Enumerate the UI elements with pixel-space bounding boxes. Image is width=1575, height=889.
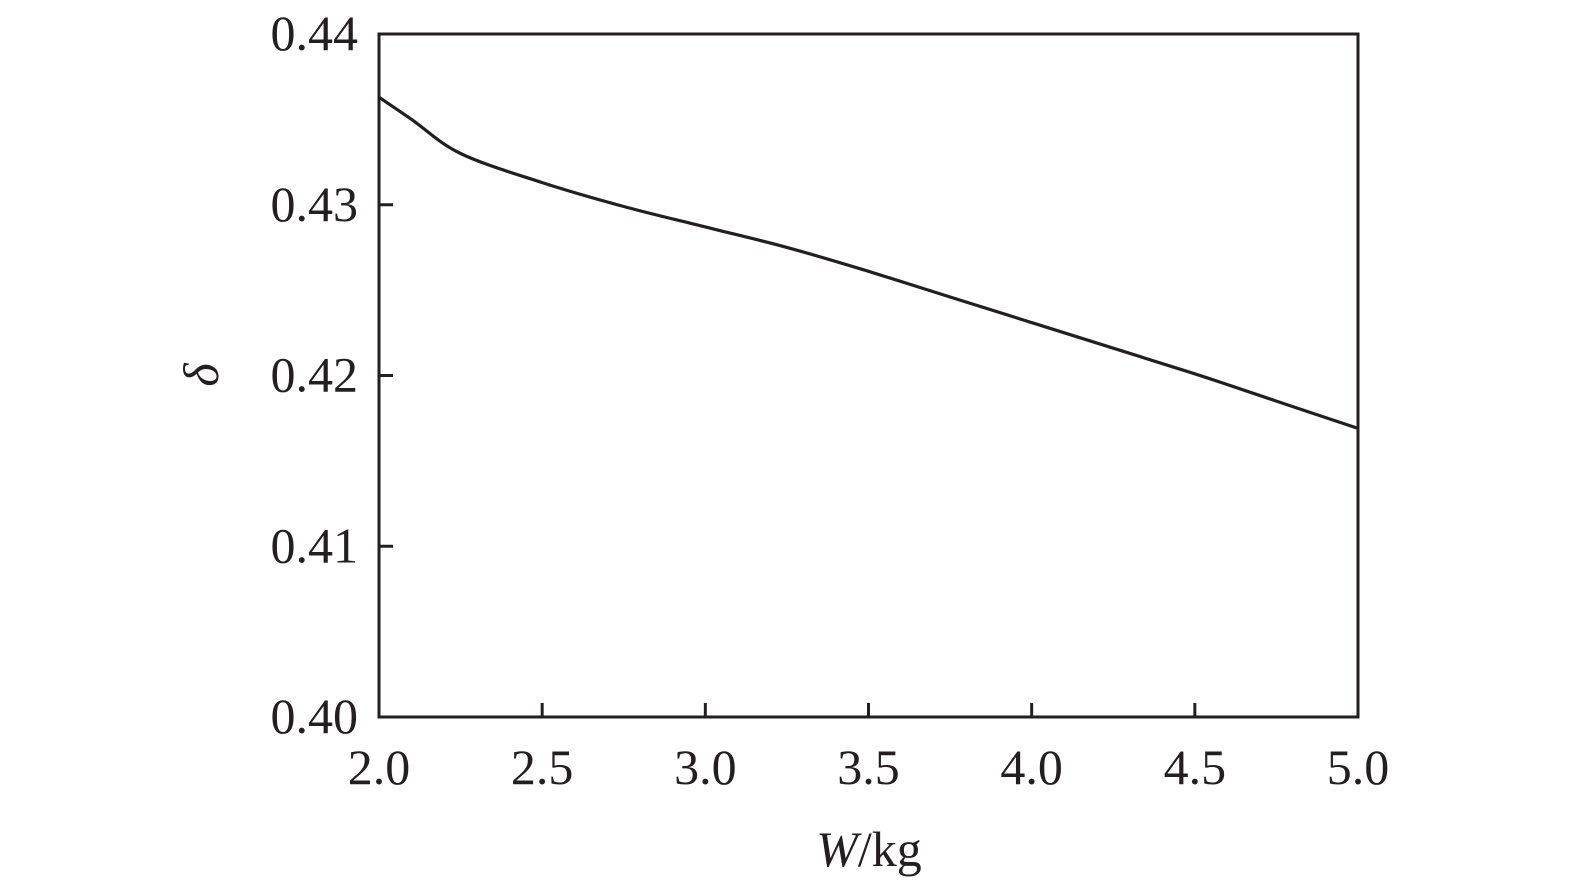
x-tick-label: 3.0 xyxy=(674,739,737,795)
x-tick-label: 4.5 xyxy=(1164,739,1227,795)
x-axis-unit: /kg xyxy=(858,821,922,877)
plot-border xyxy=(377,32,1360,719)
x-tick-label: 5.0 xyxy=(1327,739,1390,795)
plot-frame xyxy=(377,32,1360,719)
x-tick-label: 2.5 xyxy=(511,739,574,795)
x-axis-variable: W xyxy=(816,821,862,877)
x-tick-label: 2.0 xyxy=(348,739,411,795)
y-tick-label: 0.42 xyxy=(271,347,359,403)
data-line xyxy=(378,95,1359,430)
y-axis-ticks: 0.40 0.41 0.42 0.43 0.44 xyxy=(271,5,393,744)
x-axis-title: W/kg xyxy=(816,821,922,877)
y-tick-label: 0.40 xyxy=(271,688,359,744)
x-tick-label: 3.5 xyxy=(837,739,900,795)
y-tick-label: 0.41 xyxy=(271,517,359,573)
x-tick-label: 4.0 xyxy=(1000,739,1063,795)
y-tick-label: 0.44 xyxy=(271,5,359,61)
y-axis-title: δ xyxy=(173,363,229,387)
x-axis-ticks: 2.0 2.5 3.0 3.5 4.0 4.5 5.0 xyxy=(348,703,1390,795)
y-tick-label: 0.43 xyxy=(271,176,359,232)
